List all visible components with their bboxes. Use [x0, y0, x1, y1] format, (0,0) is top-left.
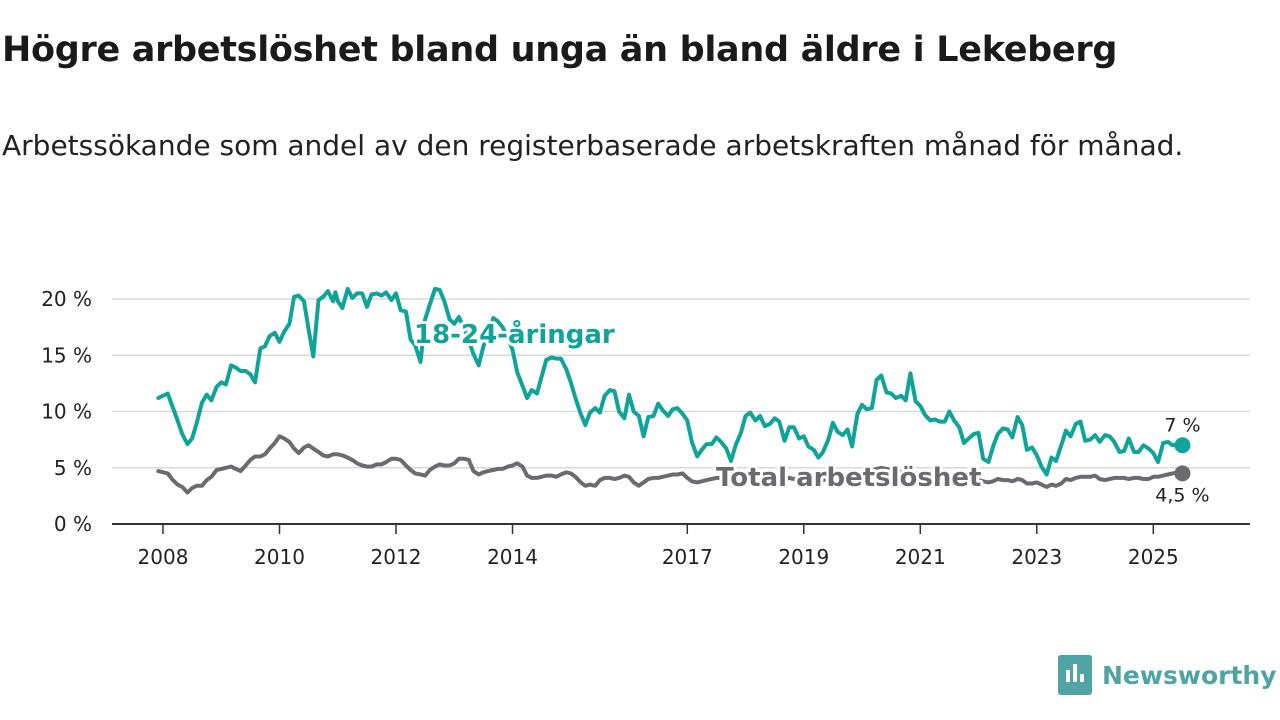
x-tick-label: 2019: [778, 545, 829, 569]
x-tick-label: 2008: [138, 545, 189, 569]
x-tick-label: 2021: [895, 545, 946, 569]
y-tick-label: 20 %: [41, 287, 92, 311]
x-tick-label: 2023: [1011, 545, 1062, 569]
y-tick-label: 15 %: [41, 343, 92, 367]
series-end-label-1: 4,5 %: [1155, 484, 1209, 506]
x-axis-ticks: 2008 2010 2012 2014 2017 2019 2021 2023 2025: [138, 524, 1179, 569]
brand: Newsworthy: [1058, 654, 1277, 696]
chart-subtitle: Arbetssökande som andel av den registerb…: [2, 129, 1184, 162]
series-end-marker-0: [1174, 437, 1191, 454]
x-tick-label: 2012: [371, 545, 422, 569]
series-end-marker-1: [1174, 465, 1191, 482]
x-tick-label: 2017: [662, 545, 713, 569]
series-labels: 7 % 18-24-åringar 4,5 % Total arbetslöshet: [411, 315, 1210, 506]
brand-name: Newsworthy: [1102, 660, 1277, 690]
chart-title: Högre arbetslöshet bland unga än bland ä…: [2, 30, 1118, 70]
y-tick-label: 5 %: [54, 456, 92, 480]
series-name-label-0: 18-24-åringar: [414, 318, 615, 350]
x-tick-label: 2014: [487, 545, 538, 569]
y-tick-label: 0 %: [54, 512, 92, 536]
series-lines: [156, 286, 1185, 495]
series-name-label-1: Total arbetslöshet: [716, 463, 981, 493]
newsworthy-logo-icon: [1058, 655, 1092, 695]
series-line-0: [156, 286, 1185, 477]
x-tick-label: 2025: [1128, 545, 1179, 569]
series-end-label-0: 7 %: [1164, 414, 1200, 436]
y-tick-label: 10 %: [41, 400, 92, 424]
y-axis-ticks: 0 % 5 % 10 % 15 % 20 %: [41, 287, 92, 536]
x-tick-label: 2010: [254, 545, 305, 569]
series-line-1: [156, 434, 1185, 495]
